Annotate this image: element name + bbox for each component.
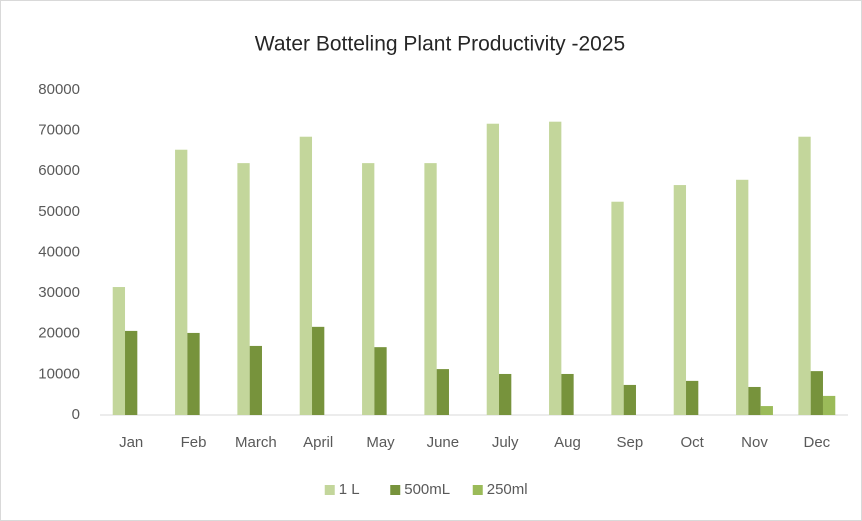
- bar: [623, 384, 636, 415]
- bar: [549, 121, 562, 415]
- legend-label: 1 L: [339, 481, 360, 498]
- bar: [561, 373, 574, 415]
- x-tick-label: July: [492, 434, 519, 451]
- chart-title: Water Botteling Plant Productivity -2025: [255, 33, 625, 56]
- bar: [748, 386, 761, 415]
- bar: [810, 371, 823, 415]
- x-tick-label: June: [427, 434, 460, 451]
- legend-label: 500mL: [404, 481, 450, 498]
- y-tick-label: 60000: [38, 162, 80, 179]
- y-tick-label: 40000: [38, 243, 80, 260]
- bar: [486, 123, 500, 415]
- x-tick-label: Dec: [803, 434, 830, 451]
- bar: [125, 330, 138, 415]
- y-tick-label: 0: [72, 406, 80, 423]
- bar: [736, 179, 749, 415]
- bar: [374, 347, 387, 415]
- bar: [187, 332, 200, 415]
- x-tick-label: Aug: [554, 434, 581, 451]
- x-tick-label: May: [366, 434, 395, 451]
- y-tick-label: 70000: [38, 122, 80, 139]
- y-tick-label: 30000: [38, 284, 80, 301]
- x-tick-label: Sep: [616, 434, 643, 451]
- y-tick-label: 80000: [38, 81, 80, 98]
- bar: [436, 369, 449, 415]
- legend-swatch: [324, 485, 335, 495]
- bar: [237, 163, 250, 415]
- bar: [611, 201, 624, 415]
- bar: [299, 136, 313, 415]
- bar: [362, 163, 375, 415]
- bar: [112, 287, 126, 415]
- x-tick-label: Oct: [680, 434, 704, 451]
- y-tick-label: 20000: [38, 325, 80, 342]
- x-tick-label: Jan: [119, 434, 143, 451]
- bar: [673, 185, 687, 415]
- x-tick-label: April: [303, 434, 333, 451]
- y-tick-label: 10000: [38, 365, 80, 382]
- bar: [798, 136, 811, 415]
- bar: [249, 345, 262, 415]
- bar: [686, 380, 699, 415]
- legend-swatch: [390, 485, 401, 495]
- x-tick-label: Feb: [181, 434, 207, 451]
- x-tick-label: March: [235, 434, 277, 451]
- bar: [760, 406, 773, 415]
- legend-swatch: [472, 485, 483, 495]
- bar: [424, 163, 437, 415]
- x-tick-label: Nov: [741, 434, 768, 451]
- bar: [175, 149, 188, 415]
- y-tick-label: 50000: [38, 203, 80, 220]
- bar: [822, 395, 836, 415]
- bar: [499, 373, 512, 415]
- legend-label: 250ml: [487, 481, 528, 498]
- bar: [312, 326, 325, 415]
